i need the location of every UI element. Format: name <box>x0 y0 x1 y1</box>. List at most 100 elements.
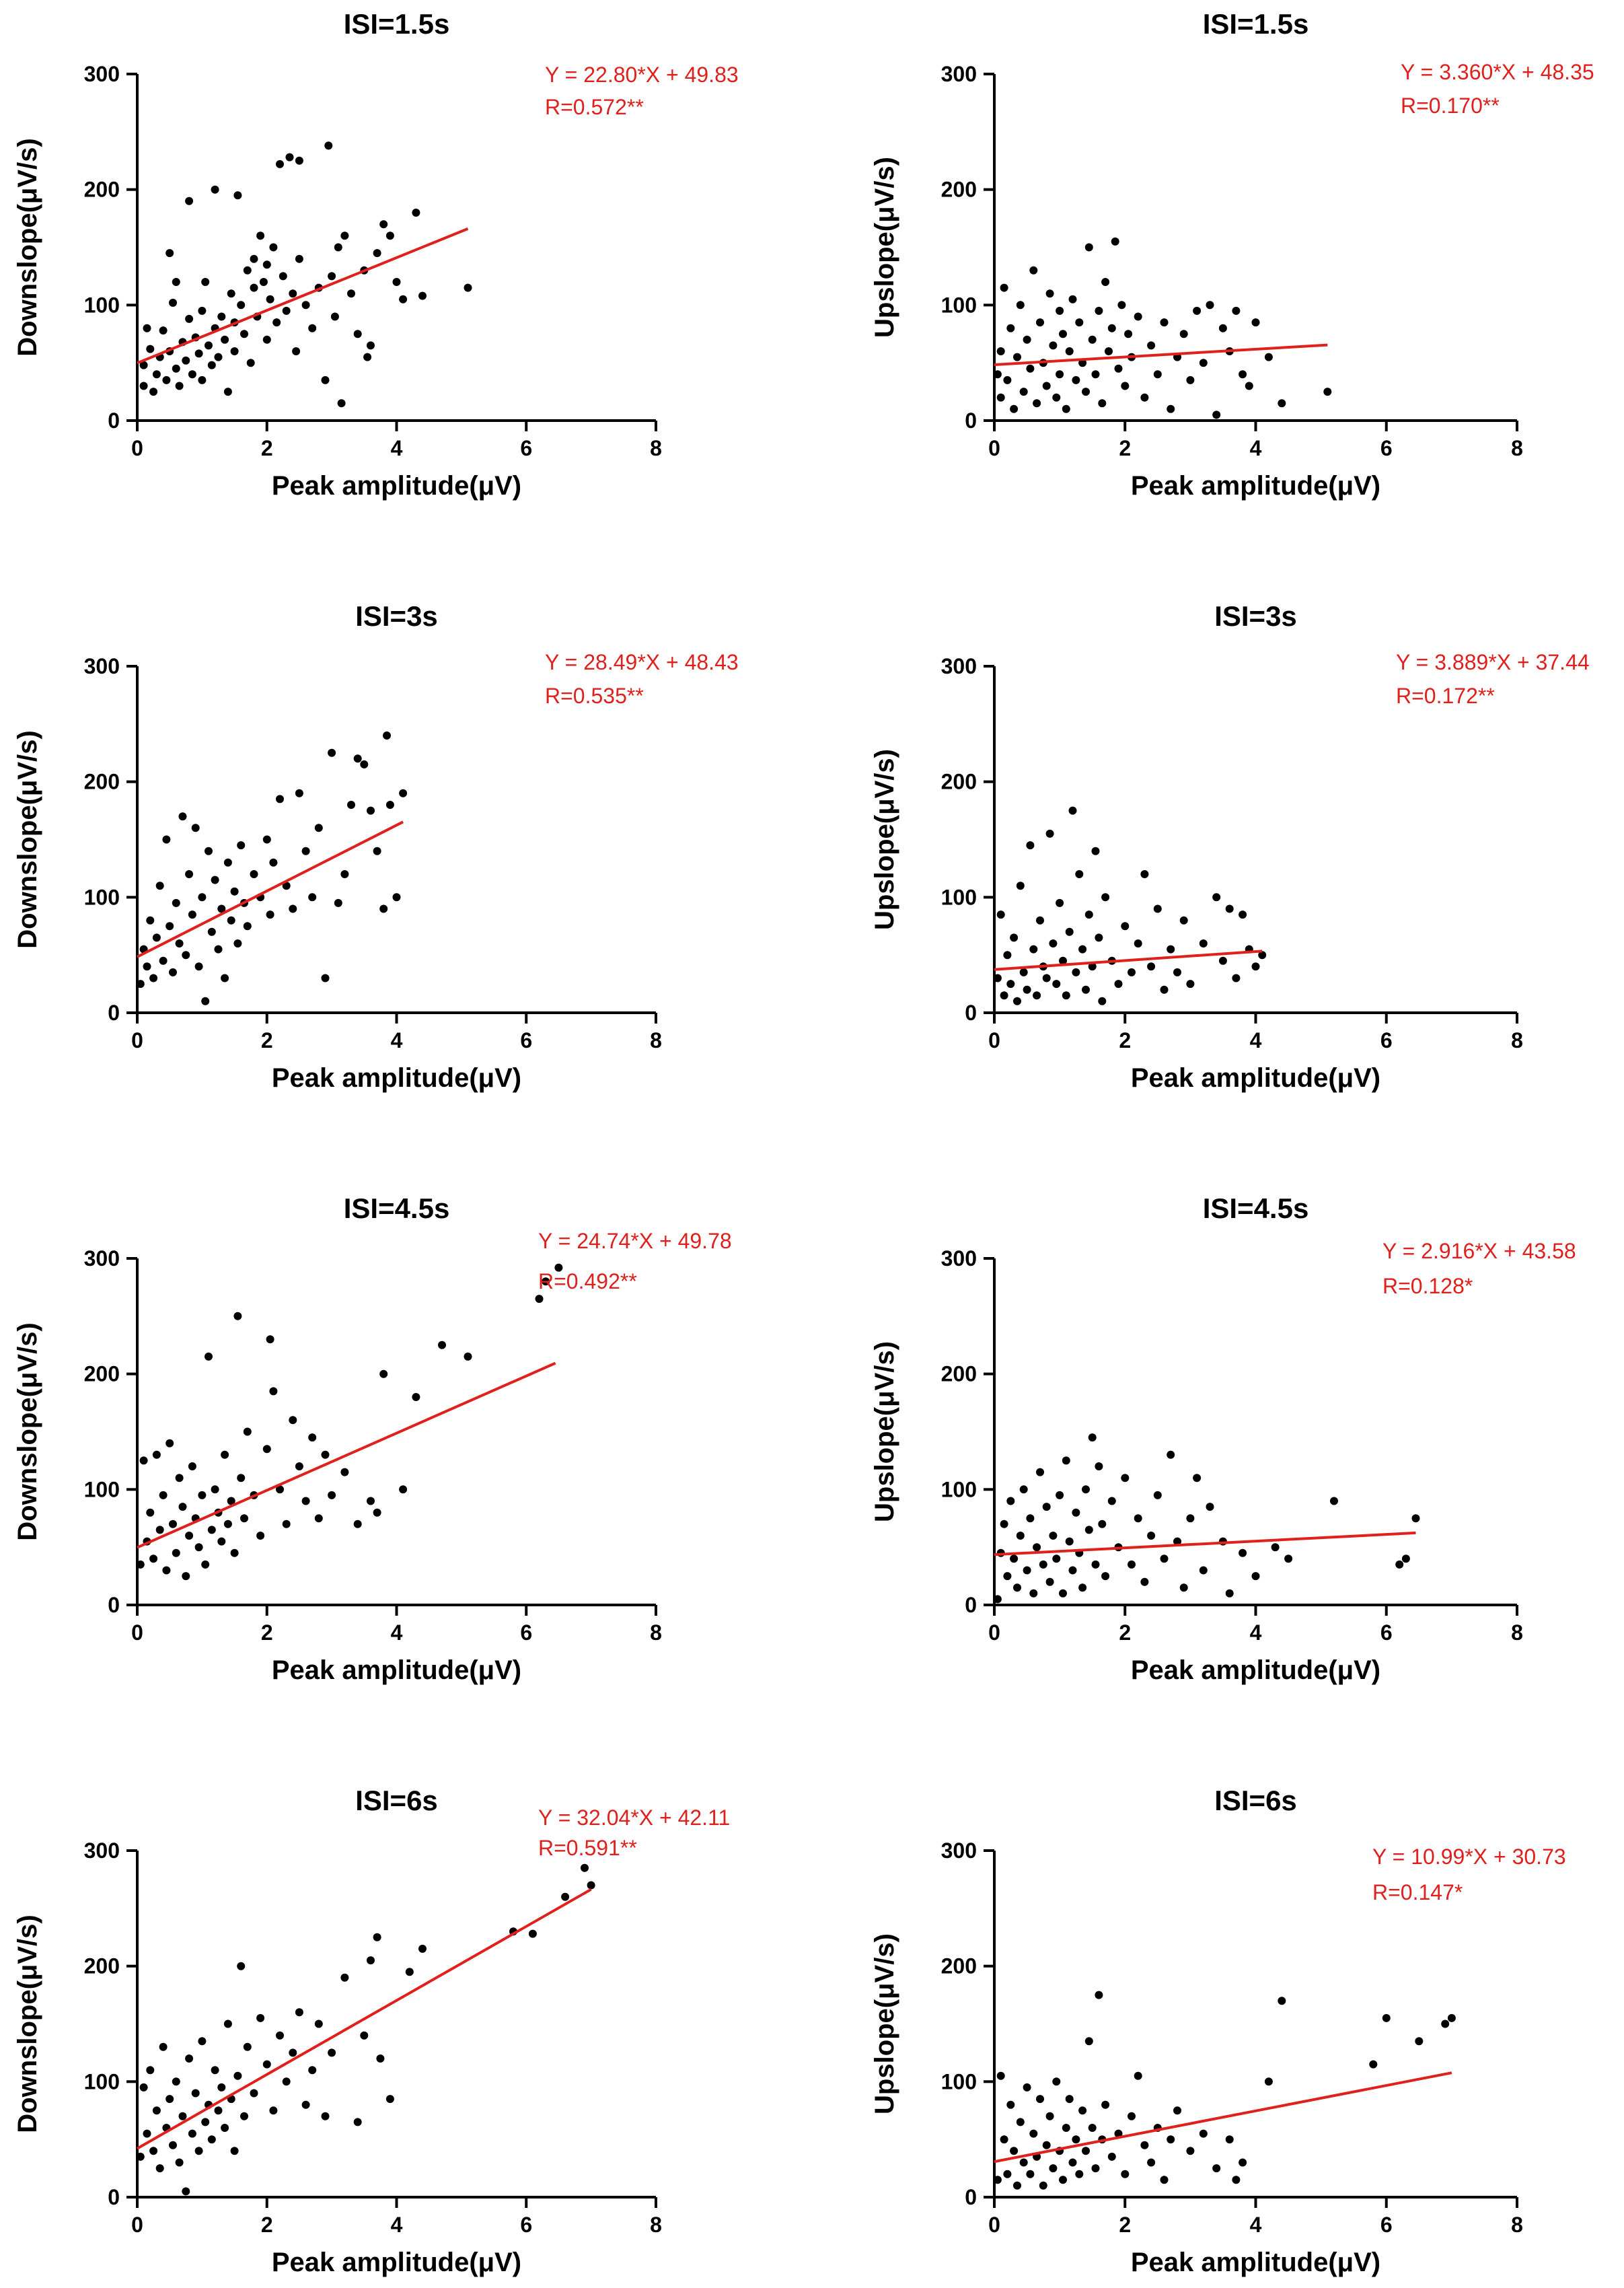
data-point <box>301 2100 310 2109</box>
data-point <box>376 2054 385 2063</box>
data-point <box>1199 1566 1208 1575</box>
data-point <box>223 388 232 396</box>
data-point <box>185 2054 194 2063</box>
data-point <box>282 306 291 315</box>
data-point <box>1056 370 1064 379</box>
data-point <box>1212 410 1221 419</box>
data-point <box>418 291 427 300</box>
data-point <box>246 359 255 367</box>
data-point <box>324 141 333 150</box>
data-point <box>1232 974 1241 982</box>
data-point <box>308 1433 317 1442</box>
data-point <box>1026 1514 1035 1523</box>
data-point <box>207 1526 216 1534</box>
data-point <box>1013 997 1021 1005</box>
data-point <box>347 801 355 809</box>
x-axis-label: Peak amplitude(μV) <box>272 1655 521 1685</box>
data-point <box>266 1335 274 1344</box>
y-tick-label: 200 <box>941 770 977 794</box>
x-axis-label: Peak amplitude(μV) <box>272 1063 521 1093</box>
data-point <box>198 376 207 384</box>
y-tick-label: 0 <box>108 1593 120 1617</box>
correlation-label: R=0.535** <box>545 684 644 708</box>
data-point <box>175 1474 184 1482</box>
y-tick-label: 100 <box>84 2069 120 2094</box>
scatter-panel-5: ISI=4.5s 0 100 200 300 0 2 4 6 8 Peak amplitude(μV… <box>13 1192 732 1685</box>
data-point <box>188 370 196 379</box>
data-point <box>1016 2118 1025 2126</box>
data-point <box>178 812 187 821</box>
data-point <box>1098 399 1107 408</box>
data-point <box>379 1369 388 1378</box>
data-point <box>438 1340 446 1349</box>
data-point <box>373 847 381 855</box>
panel-title: ISI=3s <box>355 600 438 632</box>
data-point <box>360 760 369 768</box>
data-point <box>191 824 200 832</box>
x-tick-label: 6 <box>1380 1620 1393 1645</box>
data-point <box>223 858 232 867</box>
data-point <box>1029 266 1038 275</box>
data-point <box>1264 2077 1273 2086</box>
data-point <box>1111 237 1119 246</box>
scatter-panel-1: ISI=1.5s 0 100 200 300 0 2 4 6 8 Peak amplitude(μV… <box>13 8 739 501</box>
data-point <box>149 2147 158 2155</box>
y-tick-label: 100 <box>941 885 977 909</box>
data-point <box>233 939 242 948</box>
x-tick-label: 2 <box>261 436 273 460</box>
data-point <box>1072 376 1080 384</box>
data-point <box>256 1532 265 1540</box>
data-point <box>285 153 294 162</box>
data-point <box>1140 1577 1149 1586</box>
data-point <box>1147 1532 1156 1540</box>
regression-equation: Y = 28.49*X + 48.43 <box>545 650 739 674</box>
data-point <box>1084 1526 1093 1534</box>
data-point <box>136 980 145 989</box>
data-point <box>308 2066 317 2075</box>
data-point <box>1447 2013 1456 2022</box>
data-point <box>295 254 303 263</box>
data-point <box>136 2152 145 2161</box>
data-point <box>1075 2170 1084 2178</box>
data-point <box>1128 968 1136 976</box>
x-tick-label: 2 <box>1119 436 1131 460</box>
data-point <box>1095 306 1103 315</box>
data-point <box>1052 980 1061 989</box>
data-point <box>295 1462 303 1470</box>
data-point <box>1026 841 1035 850</box>
data-point <box>1042 2141 1051 2149</box>
data-point <box>1193 1474 1202 1482</box>
data-point <box>1078 945 1087 954</box>
data-point <box>1330 1497 1338 1505</box>
correlation-label: R=0.492** <box>538 1269 637 1293</box>
data-point <box>321 974 330 982</box>
data-point <box>1401 1554 1410 1563</box>
y-tick-label: 300 <box>941 1838 977 1863</box>
data-point <box>1006 2100 1015 2109</box>
panel-title: ISI=1.5s <box>344 8 450 40</box>
data-point <box>301 1497 310 1505</box>
data-point <box>1271 1543 1280 1552</box>
panel-title: ISI=3s <box>1214 600 1297 632</box>
data-point <box>165 249 174 258</box>
data-point <box>152 933 161 942</box>
data-point <box>353 754 362 763</box>
x-tick-label: 0 <box>988 436 1000 460</box>
data-point <box>240 1514 248 1523</box>
scatter-panel-3: ISI=3s 0 100 200 300 0 2 4 6 8 Peak amplitude(μV) D… <box>13 600 739 1093</box>
data-point <box>172 898 180 907</box>
data-point <box>1049 939 1058 948</box>
x-tick-label: 6 <box>520 1620 532 1645</box>
data-point <box>217 312 226 321</box>
data-point <box>1193 306 1202 315</box>
data-point <box>528 1929 537 1938</box>
data-point <box>1029 945 1038 954</box>
data-point <box>159 326 168 335</box>
y-axis-label: Upslope(μV/s) <box>870 157 899 338</box>
data-point <box>162 1566 171 1575</box>
x-tick-label: 8 <box>650 436 662 460</box>
data-point <box>383 731 391 740</box>
data-point <box>1173 968 1181 976</box>
data-point <box>1068 2158 1077 2167</box>
data-point <box>993 370 1002 379</box>
